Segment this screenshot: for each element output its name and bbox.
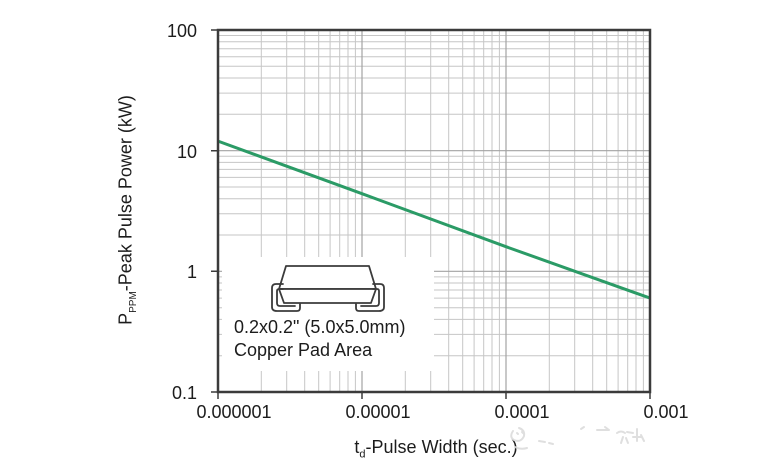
- x-axis-title-symbol: t: [354, 437, 360, 457]
- smd-package-outline-icon: [271, 265, 385, 312]
- y-tick-label: 1: [186, 262, 197, 283]
- copper-pad-size-text: 0.2x0.2" (5.0x5.0mm): [234, 317, 406, 337]
- y-axis-title-symbol: P: [115, 312, 136, 325]
- x-axis-title-text: -Pulse Width (sec.): [365, 437, 518, 457]
- y-tick-label: 10: [176, 141, 197, 162]
- x-axis-title-subscript: d: [359, 448, 366, 461]
- x-tick-label: 0.000001: [196, 402, 272, 422]
- y-axis-title: PPPM-Peak Pulse Power (kW): [115, 95, 140, 325]
- copper-pad-annotation: 0.2x0.2" (5.0x5.0mm) Copper Pad Area: [222, 257, 434, 371]
- x-axis-title: td-Pulse Width (sec.): [354, 437, 518, 461]
- copper-pad-label-text: Copper Pad Area: [234, 340, 373, 360]
- pulse-power-line: [217, 139, 651, 300]
- x-tick-label: 0.0001: [494, 402, 550, 422]
- y-axis-title-subscript: PPM: [128, 291, 140, 313]
- y-tick-label: 100: [166, 21, 197, 41]
- y-tick-label: 0.1: [171, 383, 197, 403]
- x-tick-label: 0.00001: [345, 402, 411, 422]
- x-tick-label: 0.001: [643, 402, 689, 422]
- plot-frame: [216, 28, 652, 394]
- watermark: [510, 426, 645, 450]
